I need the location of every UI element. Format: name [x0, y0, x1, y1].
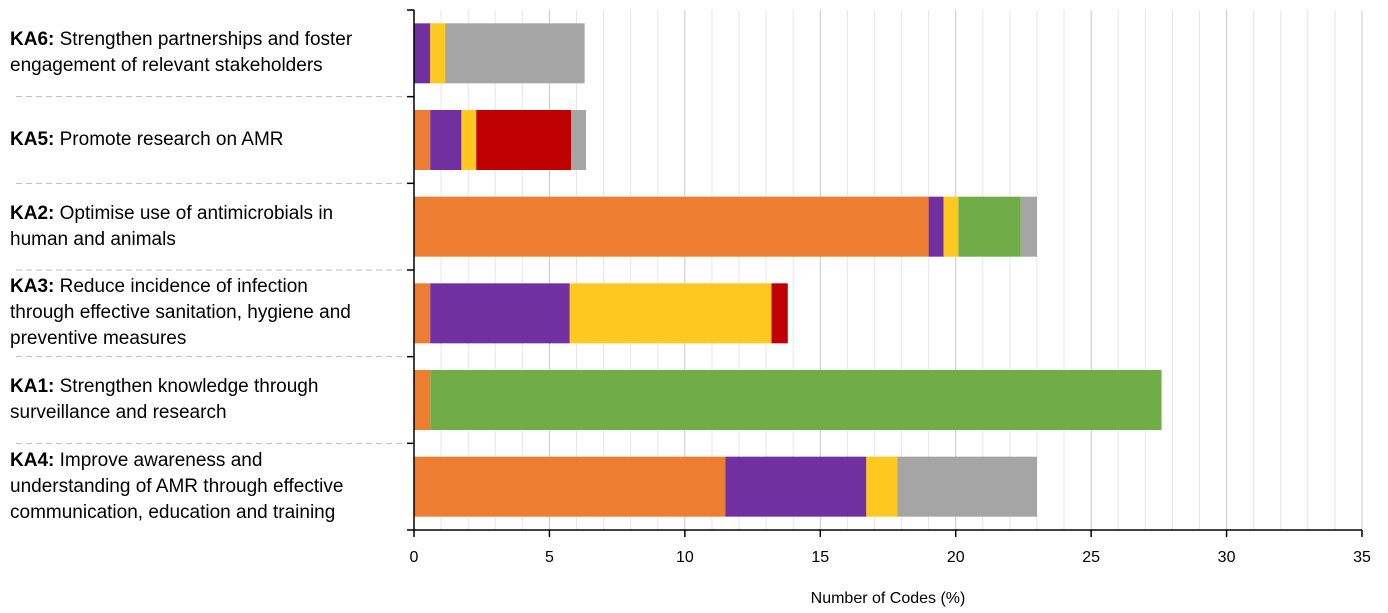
category-text: Optimise use of antimicrobials in — [59, 202, 334, 224]
bar-segment — [414, 23, 431, 84]
bar-segment — [414, 283, 431, 344]
x-tick-label: 0 — [410, 549, 419, 566]
bar-segment — [569, 283, 772, 344]
bar-segment — [943, 196, 959, 257]
category-code: KA1: — [10, 376, 55, 397]
tick-labels: 0 5 10 15 20 25 30 35 — [410, 549, 1371, 566]
category-text: Reduce incidence of infection — [59, 276, 308, 298]
bar-segment — [414, 456, 726, 517]
category-text: preventive measures — [10, 328, 187, 350]
bar-segment — [461, 110, 477, 170]
bar-segment — [414, 196, 929, 257]
category-text: Improve awareness and — [59, 449, 263, 471]
gridlines — [440, 10, 1363, 530]
category-code: KA4: — [10, 449, 55, 471]
category-label: KA4: Improve awareness and understanding … — [10, 448, 402, 526]
bar-segment — [771, 283, 788, 344]
axes — [407, 9, 1363, 537]
category-label: KA2: Optimise use of antimicrobials in hu… — [10, 201, 402, 253]
category-separators — [16, 96, 404, 444]
x-tick-label: 10 — [676, 549, 694, 566]
category-text: through effective sanitation, hygiene an… — [10, 302, 351, 324]
bar-segment — [958, 196, 1021, 257]
x-tick-label: 35 — [1353, 549, 1371, 566]
category-text: understanding of AMR through effective — [10, 475, 344, 497]
bar-segment — [414, 370, 431, 430]
category-text: Promote research on AMR — [59, 129, 284, 150]
bar-segment — [725, 456, 867, 517]
category-text: Strengthen knowledge through — [59, 376, 319, 397]
x-axis-title: Number of Codes (%) — [810, 590, 966, 607]
category-label: KA6: Strengthen partnerships and foster e… — [10, 27, 402, 79]
bar-segment — [476, 110, 572, 170]
bar-segment — [571, 110, 586, 170]
x-tick-label: 5 — [545, 549, 554, 566]
category-text: surveillance and research — [10, 402, 227, 423]
category-text: communication, education and training — [10, 501, 336, 523]
category-text: Strengthen partnerships and foster — [59, 29, 353, 51]
category-label: KA5: Promote research on AMR — [10, 127, 402, 153]
category-text: engagement of relevant stakeholders — [10, 55, 323, 77]
category-code: KA2: — [10, 202, 55, 224]
bar-segment — [445, 23, 585, 84]
x-tick-label: 15 — [811, 549, 829, 566]
bar-segment — [430, 370, 1162, 430]
x-tick-label: 25 — [1082, 549, 1100, 566]
category-code: KA6: — [10, 29, 55, 51]
x-tick-label: 30 — [1218, 549, 1236, 566]
bars — [414, 23, 1162, 517]
bar-segment — [897, 456, 1037, 517]
category-text: human and animals — [10, 228, 176, 250]
category-code: KA3: — [10, 276, 55, 298]
bar-segment — [430, 283, 570, 344]
bar-segment — [430, 110, 462, 170]
bar-segment — [1020, 196, 1037, 257]
bar-segment — [414, 110, 431, 170]
bar-segment — [866, 456, 898, 517]
bar-segment — [430, 23, 446, 84]
category-label: KA3: Reduce incidence of infection throug… — [10, 274, 402, 352]
bar-segment — [928, 196, 944, 257]
category-code: KA5: — [10, 129, 55, 150]
x-tick-label: 20 — [947, 549, 965, 566]
category-label: KA1: Strengthen knowledge through surveil… — [10, 374, 402, 426]
